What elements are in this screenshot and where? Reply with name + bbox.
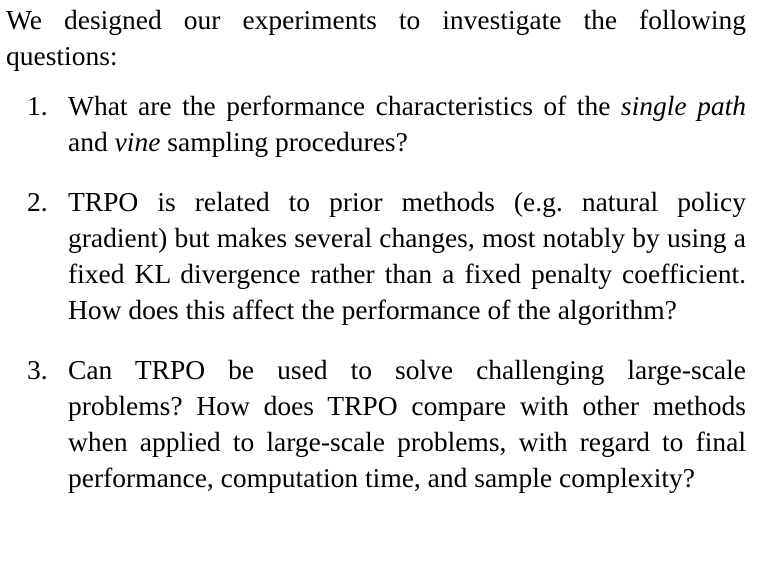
item-text-segment: and — [68, 126, 115, 157]
item-text: TRPO is related to prior methods (e.g. n… — [68, 186, 746, 325]
item-number: 3. — [27, 354, 48, 385]
item-text-segment: What are the performance characteristics… — [68, 90, 621, 121]
question-list: 1. What are the performance characterist… — [6, 88, 746, 496]
document-page: We designed our experiments to investiga… — [6, 2, 746, 496]
italic-term: single path — [620, 90, 746, 121]
italic-term: vine — [114, 126, 161, 157]
item-number: 1. — [27, 90, 48, 121]
item-number: 2. — [27, 186, 48, 217]
list-item: 3. Can TRPO be used to solve challenging… — [6, 352, 746, 496]
intro-paragraph: We designed our experiments to investiga… — [6, 4, 746, 71]
item-text: What are the performance characteristics… — [68, 88, 746, 160]
item-text-segment: sampling procedures? — [160, 126, 408, 157]
list-item: 1. What are the performance characterist… — [6, 88, 746, 160]
item-text: Can TRPO be used to solve challenging la… — [68, 354, 746, 493]
list-item: 2. TRPO is related to prior methods (e.g… — [6, 184, 746, 328]
